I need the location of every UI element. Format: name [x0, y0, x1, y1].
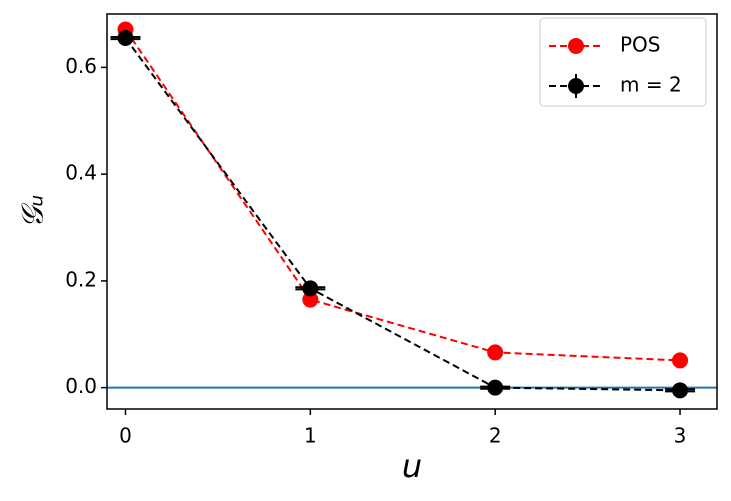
- legend-label: m = 2: [620, 73, 682, 97]
- x-tick-label: 0: [119, 424, 132, 448]
- legend-marker: [568, 78, 584, 94]
- marker: [302, 280, 319, 297]
- y-tick-label: 0.4: [65, 161, 97, 185]
- series-line: [124, 37, 681, 392]
- x-tick-label: 1: [304, 424, 317, 448]
- y-tick-label: 0.0: [65, 374, 97, 398]
- marker: [117, 30, 134, 47]
- series-line: [124, 28, 681, 362]
- plot-frame: [106, 13, 718, 410]
- legend-marker: [568, 38, 584, 54]
- marker: [302, 291, 319, 308]
- x-axis-label: u: [402, 447, 422, 485]
- marker: [672, 382, 689, 399]
- y-axis-label: 𝒢ᵤ: [16, 195, 51, 229]
- marker: [487, 344, 504, 361]
- y-tick-label: 0.2: [65, 267, 97, 291]
- y-tick-label: 0.6: [65, 54, 97, 78]
- marker: [487, 379, 504, 396]
- legend-label: POS: [620, 33, 661, 57]
- x-tick-label: 3: [674, 424, 687, 448]
- x-tick-label: 2: [489, 424, 502, 448]
- marker: [672, 352, 689, 369]
